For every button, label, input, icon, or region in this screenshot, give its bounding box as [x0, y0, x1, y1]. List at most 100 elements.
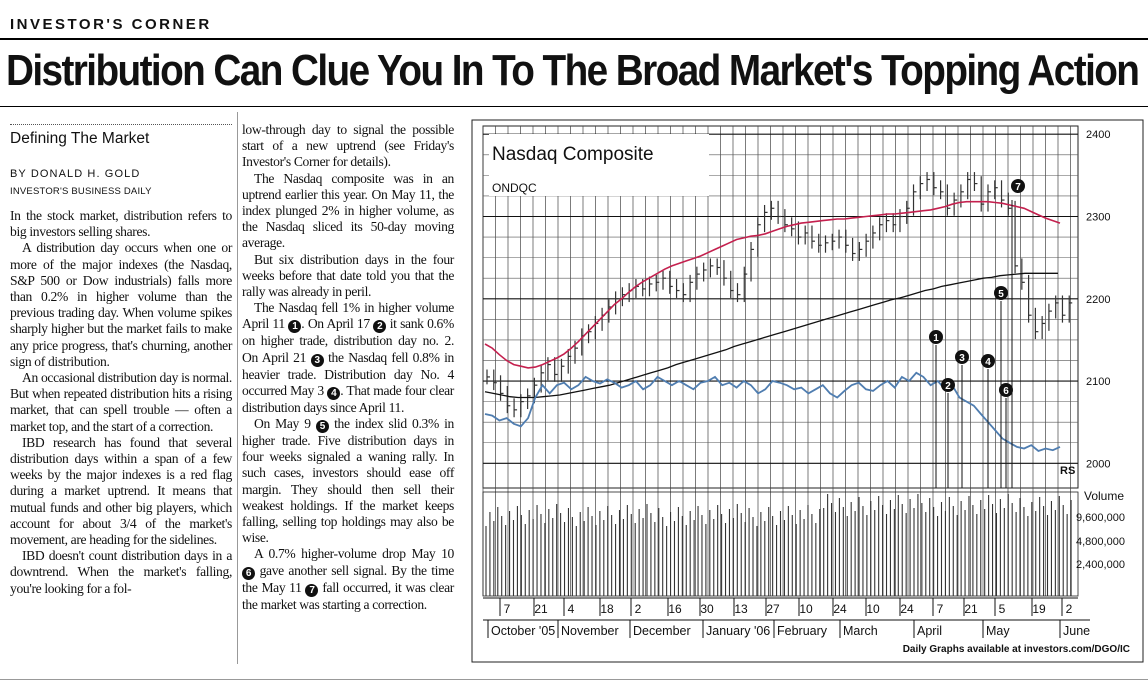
- marker-2-icon: [941, 378, 955, 392]
- x-day-label: 5: [999, 602, 1006, 616]
- x-month-label: January '06: [706, 624, 770, 638]
- paragraph: A 0.7% higher-volume drop May 10 6 gave …: [242, 546, 454, 612]
- marker-7-label: 7: [1015, 182, 1021, 193]
- marker-1-icon: [929, 330, 943, 344]
- x-day-label: 19: [1032, 602, 1046, 616]
- text-run: the Nasdaq fell 0.8% in heavier trade. D…: [242, 349, 454, 398]
- marker-5-icon: [994, 286, 1008, 300]
- marker-4-label: 4: [985, 357, 991, 368]
- x-day-label: 18: [600, 602, 614, 616]
- volume-tick-label: 4,800,000: [1076, 536, 1125, 548]
- text-run: gave another sell signal. By the time th…: [242, 562, 454, 595]
- paragraph: On May 9 5 the index slid 0.3% in higher…: [242, 416, 454, 546]
- chart-title: Nasdaq Composite: [492, 144, 654, 165]
- x-month-label: February: [777, 624, 828, 638]
- article-column-2: low-through day to signal the possible s…: [242, 122, 454, 613]
- x-month-label: May: [986, 624, 1010, 638]
- text-run: . On April 17: [301, 316, 370, 332]
- text-run: The Nasdaq fell 1% in higher volume Apri…: [242, 300, 454, 332]
- x-day-label: 2: [635, 602, 642, 616]
- x-month-label: March: [843, 624, 878, 638]
- text-run: the index slid 0.3% in higher trade. Fiv…: [242, 416, 455, 546]
- x-day-label: 4: [568, 602, 575, 616]
- x-day-label: 2: [1066, 602, 1073, 616]
- article-column-1: In the stock market, distribution refers…: [10, 208, 232, 597]
- headline: Distribution Can Clue You In To The Broa…: [6, 46, 1140, 95]
- text-run: A 0.7% higher-volume drop May 10: [254, 546, 454, 562]
- section-kicker: INVESTOR'S CORNER: [10, 16, 212, 33]
- paragraph: The Nasdaq fell 1% in higher volume Apri…: [242, 300, 454, 416]
- x-day-label: 13: [734, 602, 748, 616]
- section-divider: [10, 124, 232, 125]
- x-month-label: November: [561, 624, 619, 638]
- ma-50-line: [484, 200, 1061, 369]
- x-day-label: 21: [534, 602, 548, 616]
- chart-source: Daily Graphs available at investors.com/…: [903, 644, 1130, 655]
- x-day-label: 10: [866, 602, 880, 616]
- x-day-label: 30: [700, 602, 714, 616]
- marker-3-label: 3: [959, 353, 965, 364]
- y-tick-label: 2100: [1086, 376, 1110, 388]
- marker-5-label: 5: [998, 289, 1004, 300]
- marker-6-label: 6: [1003, 386, 1009, 397]
- marker-4-icon: 4: [327, 386, 341, 400]
- x-day-label: 7: [937, 602, 944, 616]
- text-run: On May 9: [254, 416, 311, 432]
- marker-6-icon: [999, 383, 1013, 397]
- marker-3-icon: 3: [310, 353, 324, 367]
- y-tick-label: 2200: [1086, 294, 1110, 306]
- volume-label: Volume: [1084, 489, 1124, 503]
- x-day-label: 27: [766, 602, 780, 616]
- y-tick-label: 2000: [1086, 458, 1110, 470]
- paragraph: In the stock market, distribution refers…: [10, 208, 232, 240]
- x-day-label: 10: [799, 602, 813, 616]
- marker-1-icon: 1: [288, 320, 302, 334]
- section-label: Defining The Market: [10, 130, 150, 147]
- chart-symbol: ONDQC: [492, 181, 537, 195]
- x-day-label: 21: [964, 602, 978, 616]
- rs-line: [484, 371, 1061, 453]
- text-run: . That made four clear distribution days…: [242, 382, 454, 415]
- volume-tick-label: 2,400,000: [1076, 559, 1125, 571]
- headline-rule: [0, 106, 1148, 107]
- x-month-label: April: [917, 624, 942, 638]
- x-month-label: October '05: [491, 624, 555, 638]
- marker-6-icon: 6: [242, 566, 255, 580]
- marker-1-label: 1: [933, 333, 939, 344]
- marker-7-icon: [1011, 179, 1025, 193]
- paragraph: low-through day to signal the possible s…: [242, 122, 454, 170]
- y-tick-label: 2300: [1086, 212, 1110, 224]
- ma-200-line: [484, 272, 1058, 399]
- byline-org: INVESTOR'S BUSINESS DAILY: [10, 186, 152, 197]
- marker-2-icon: 2: [373, 320, 387, 334]
- y-tick-label: 2400: [1086, 129, 1110, 141]
- title-backdrop: [489, 134, 709, 196]
- paragraph: IBD research has found that several dist…: [10, 434, 232, 548]
- text-run: fall occurred, it was clear the market w…: [242, 579, 454, 612]
- marker-3-icon: [955, 350, 969, 364]
- x-day-label: 7: [504, 602, 511, 616]
- byline: BY DONALD H. GOLD: [10, 168, 141, 180]
- paragraph: An occasional distribution day is normal…: [10, 370, 232, 434]
- marker-4-icon: [981, 354, 995, 368]
- paragraph: The Nasdaq composite was in an uptrend e…: [242, 170, 454, 251]
- volume-tick-label: 9,600,000: [1076, 512, 1125, 524]
- paragraph: IBD doesn't count distribution days in a…: [10, 548, 232, 596]
- paragraph: A distribution day occurs when one or mo…: [10, 240, 232, 369]
- paragraph: But six distribution days in the four we…: [242, 251, 454, 300]
- x-month-label: December: [633, 624, 691, 638]
- rs-label: RS: [1060, 465, 1075, 477]
- marker-2-label: 2: [945, 381, 951, 392]
- marker-5-icon: 5: [315, 420, 329, 434]
- x-day-label: 24: [900, 602, 914, 616]
- marker-7-icon: 7: [305, 583, 319, 597]
- text-run: it sank 0.6% on higher trade, distributi…: [242, 316, 454, 365]
- column-divider: [237, 112, 238, 664]
- x-day-label: 24: [833, 602, 847, 616]
- bottom-rule: [0, 679, 1148, 680]
- chart-frame: [471, 119, 1144, 663]
- header-rule: [0, 38, 1148, 40]
- x-month-label: June: [1063, 624, 1090, 638]
- x-day-label: 16: [668, 602, 682, 616]
